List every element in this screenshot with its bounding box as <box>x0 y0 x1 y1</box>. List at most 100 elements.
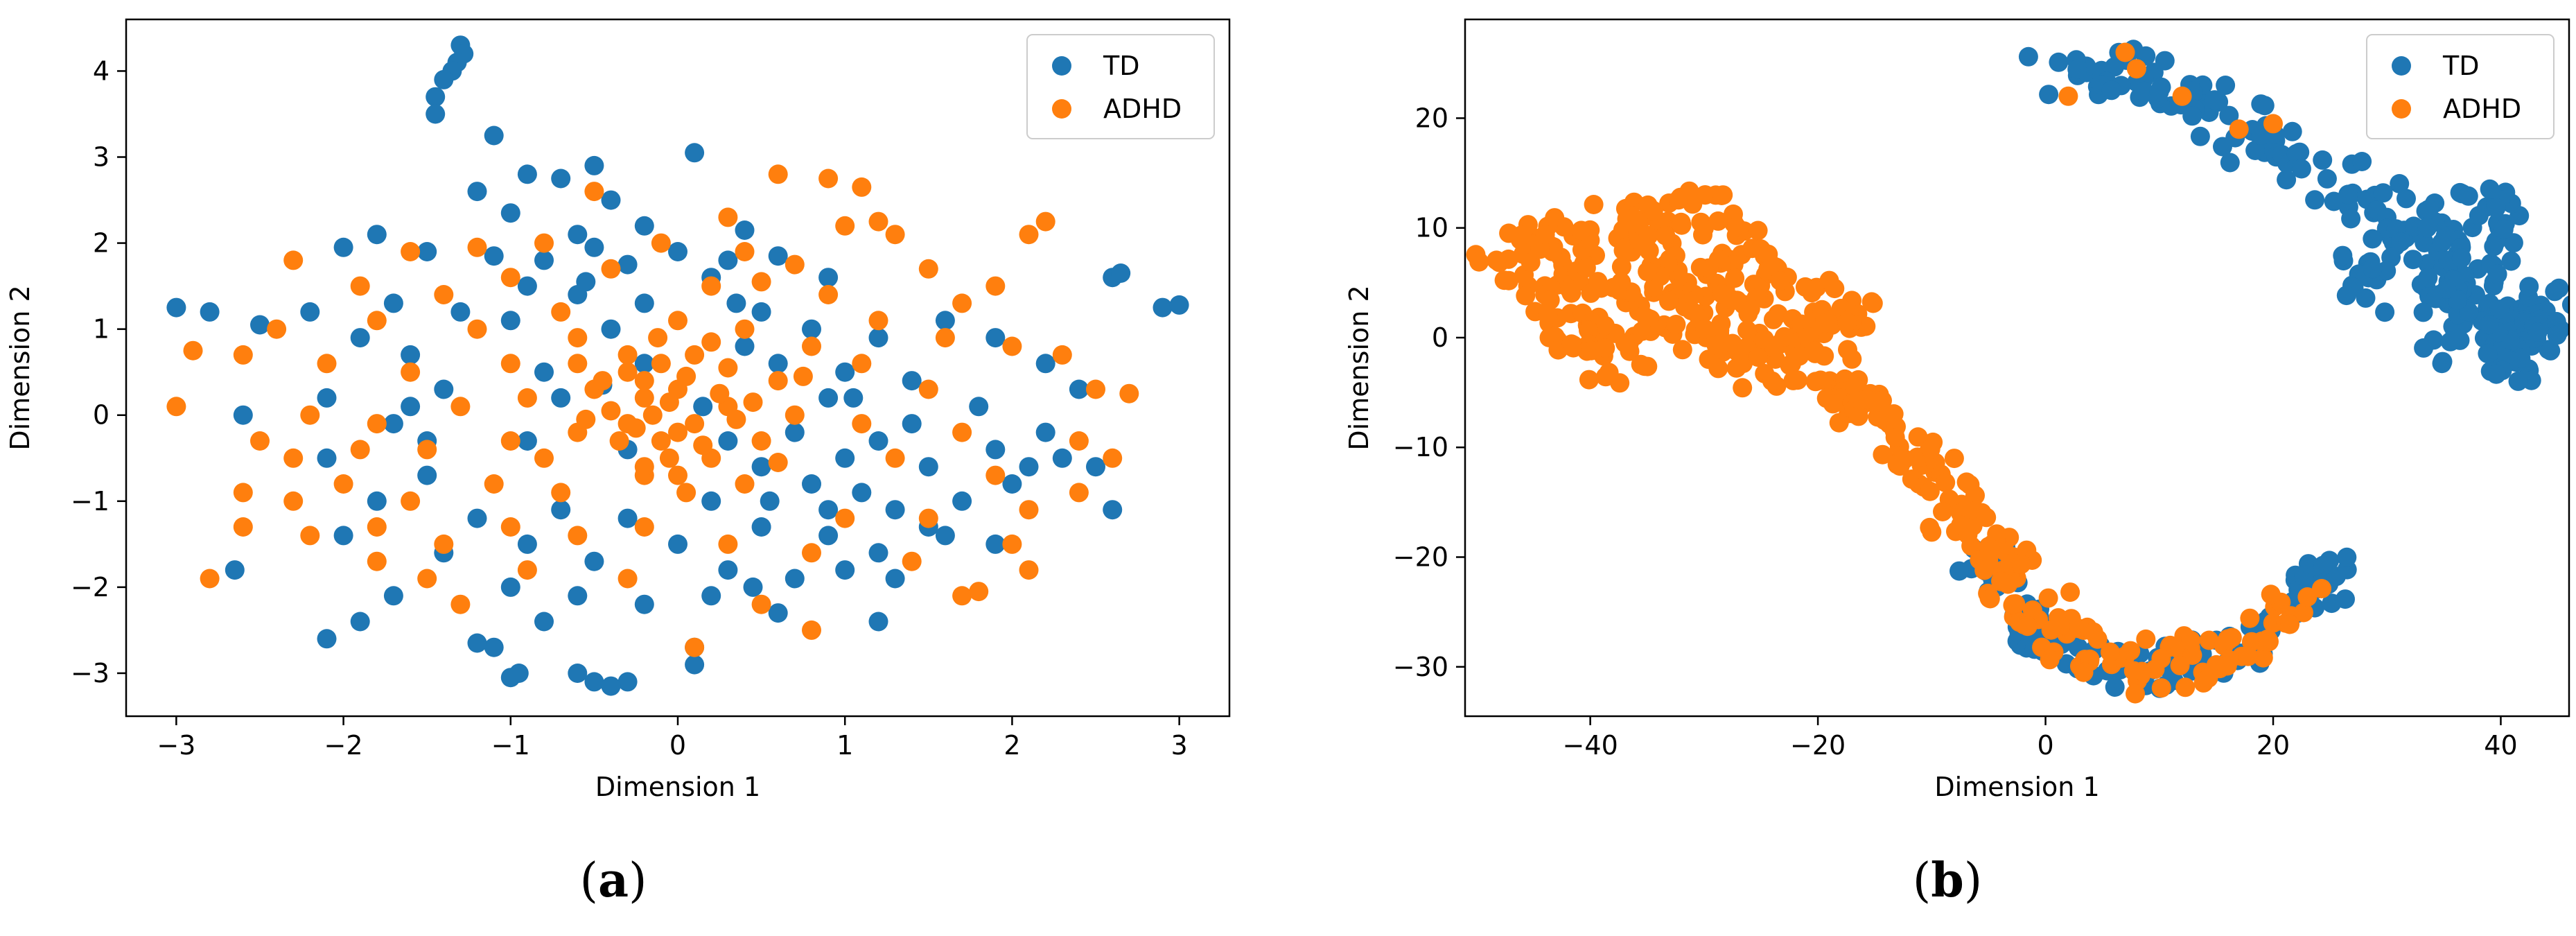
data-point-adhd-76 <box>1103 448 1123 468</box>
data-point-adhd-314 <box>2151 678 2171 698</box>
data-point-td-4 <box>434 69 454 89</box>
data-point-adhd-99 <box>1737 320 1757 340</box>
data-point-td-93 <box>885 569 905 589</box>
data-point-td-6 <box>426 104 446 124</box>
data-point-adhd-51 <box>166 397 186 417</box>
data-point-adhd-337 <box>2238 646 2258 666</box>
data-point-td-22 <box>534 250 554 270</box>
data-point-td-125 <box>760 491 780 511</box>
data-point-adhd-44 <box>617 345 638 365</box>
data-point-td-47 <box>768 354 788 374</box>
data-point-adhd-1 <box>1469 252 1489 272</box>
data-point-td-11 <box>517 164 537 184</box>
panel-b-caption: (b) <box>1912 853 1983 908</box>
data-point-adhd-106 <box>617 569 638 589</box>
data-point-td-75 <box>367 491 387 511</box>
data-point-td-115 <box>1169 295 1189 315</box>
data-point-td-205 <box>2418 268 2438 288</box>
data-point-adhd-119 <box>659 448 679 468</box>
data-point-adhd-304 <box>2121 641 2141 661</box>
data-point-td-59 <box>383 414 403 434</box>
data-point-td-196 <box>2414 338 2434 358</box>
data-point-adhd-164 <box>1814 346 1834 366</box>
data-point-td-220 <box>2451 248 2471 268</box>
data-point-adhd-19 <box>350 276 370 296</box>
data-point-adhd-88 <box>1069 483 1089 503</box>
data-point-adhd-63 <box>1069 431 1089 451</box>
data-point-adhd-27 <box>267 319 287 339</box>
data-point-adhd-104 <box>450 594 471 614</box>
data-point-adhd-491 <box>2263 114 2283 134</box>
data-point-adhd-17 <box>918 259 938 279</box>
data-point-adhd-12 <box>467 237 487 257</box>
chart-panel-b: −40 −20 0 20 40 −30 −20 −10 0 10 20 Dimension 1 Dime… <box>1344 18 2570 802</box>
data-point-adhd-74 <box>885 448 905 468</box>
data-point-td-269 <box>2375 302 2395 322</box>
data-point-adhd-94 <box>1710 320 1730 340</box>
data-point-adhd-92 <box>434 534 454 554</box>
data-point-adhd-400 <box>1726 217 1746 237</box>
data-point-adhd-80 <box>401 491 421 511</box>
data-point-adhd-301 <box>2136 629 2156 649</box>
data-point-adhd-130 <box>648 328 668 348</box>
y-tick-label: 0 <box>93 400 109 431</box>
data-point-td-122 <box>634 354 654 374</box>
data-point-td-131 <box>743 577 763 597</box>
data-point-td-135 <box>726 293 746 313</box>
data-point-td-381 <box>2313 555 2333 575</box>
data-point-td-132 <box>534 612 554 632</box>
data-point-adhd-260 <box>2011 554 2031 574</box>
data-point-adhd-37 <box>1052 345 1072 365</box>
data-point-adhd-372 <box>1638 225 1658 245</box>
data-point-td-255 <box>2391 232 2410 252</box>
data-point-adhd-78 <box>283 491 304 511</box>
data-point-td-190 <box>2479 315 2499 335</box>
data-point-adhd-124 <box>617 362 638 382</box>
data-point-adhd-127 <box>718 358 738 378</box>
data-point-adhd-138 <box>534 448 554 468</box>
y-tick-label: −10 <box>1393 432 1448 462</box>
data-point-td-90 <box>718 560 738 580</box>
data-point-adhd-361 <box>1613 220 1633 240</box>
data-point-adhd-112 <box>642 405 663 425</box>
data-point-td-107 <box>568 664 588 683</box>
data-point-td-168 <box>2547 325 2567 345</box>
data-point-adhd-231 <box>1933 502 1952 521</box>
data-point-adhd-109 <box>952 586 972 606</box>
data-point-adhd-6 <box>885 225 905 245</box>
data-point-adhd-490 <box>2229 119 2249 139</box>
data-points <box>1466 40 2569 704</box>
data-point-adhd-41 <box>1595 315 1615 336</box>
data-point-td-58 <box>2245 141 2266 160</box>
data-point-adhd-377 <box>1656 225 1676 245</box>
data-point-td-268 <box>2363 259 2383 279</box>
data-point-adhd-13 <box>534 233 554 253</box>
data-point-adhd-67 <box>417 440 437 460</box>
data-point-td-117 <box>1111 263 1131 283</box>
data-point-adhd-450 <box>1611 257 1631 277</box>
data-point-td-80 <box>751 517 771 537</box>
data-point-adhd-68 <box>500 431 520 451</box>
data-point-adhd-81 <box>1659 291 1679 311</box>
data-point-adhd-122 <box>601 401 621 421</box>
data-point-td-64 <box>985 440 1006 460</box>
data-point-adhd-132 <box>576 409 596 429</box>
data-point-td-10 <box>467 182 487 202</box>
data-point-adhd-84 <box>735 474 755 494</box>
data-point-adhd-43 <box>568 354 588 374</box>
data-point-adhd-49 <box>1579 370 1599 390</box>
data-point-adhd-14 <box>651 233 671 253</box>
data-point-td-97 <box>2403 250 2423 270</box>
data-point-adhd-16 <box>785 254 805 275</box>
legend-box <box>2366 34 2555 139</box>
data-point-adhd-140 <box>1825 279 1845 299</box>
data-point-td-37 <box>250 315 270 335</box>
data-point-adhd-218 <box>1944 449 1964 469</box>
data-point-td-38 <box>350 328 370 348</box>
data-point-td-77 <box>551 500 571 520</box>
data-point-adhd-474 <box>1571 220 1591 241</box>
data-point-adhd-100 <box>1706 335 1726 355</box>
x-tick-label: −40 <box>1563 730 1618 761</box>
data-point-td-65 <box>1052 448 1072 468</box>
data-point-td-197 <box>2413 302 2433 322</box>
